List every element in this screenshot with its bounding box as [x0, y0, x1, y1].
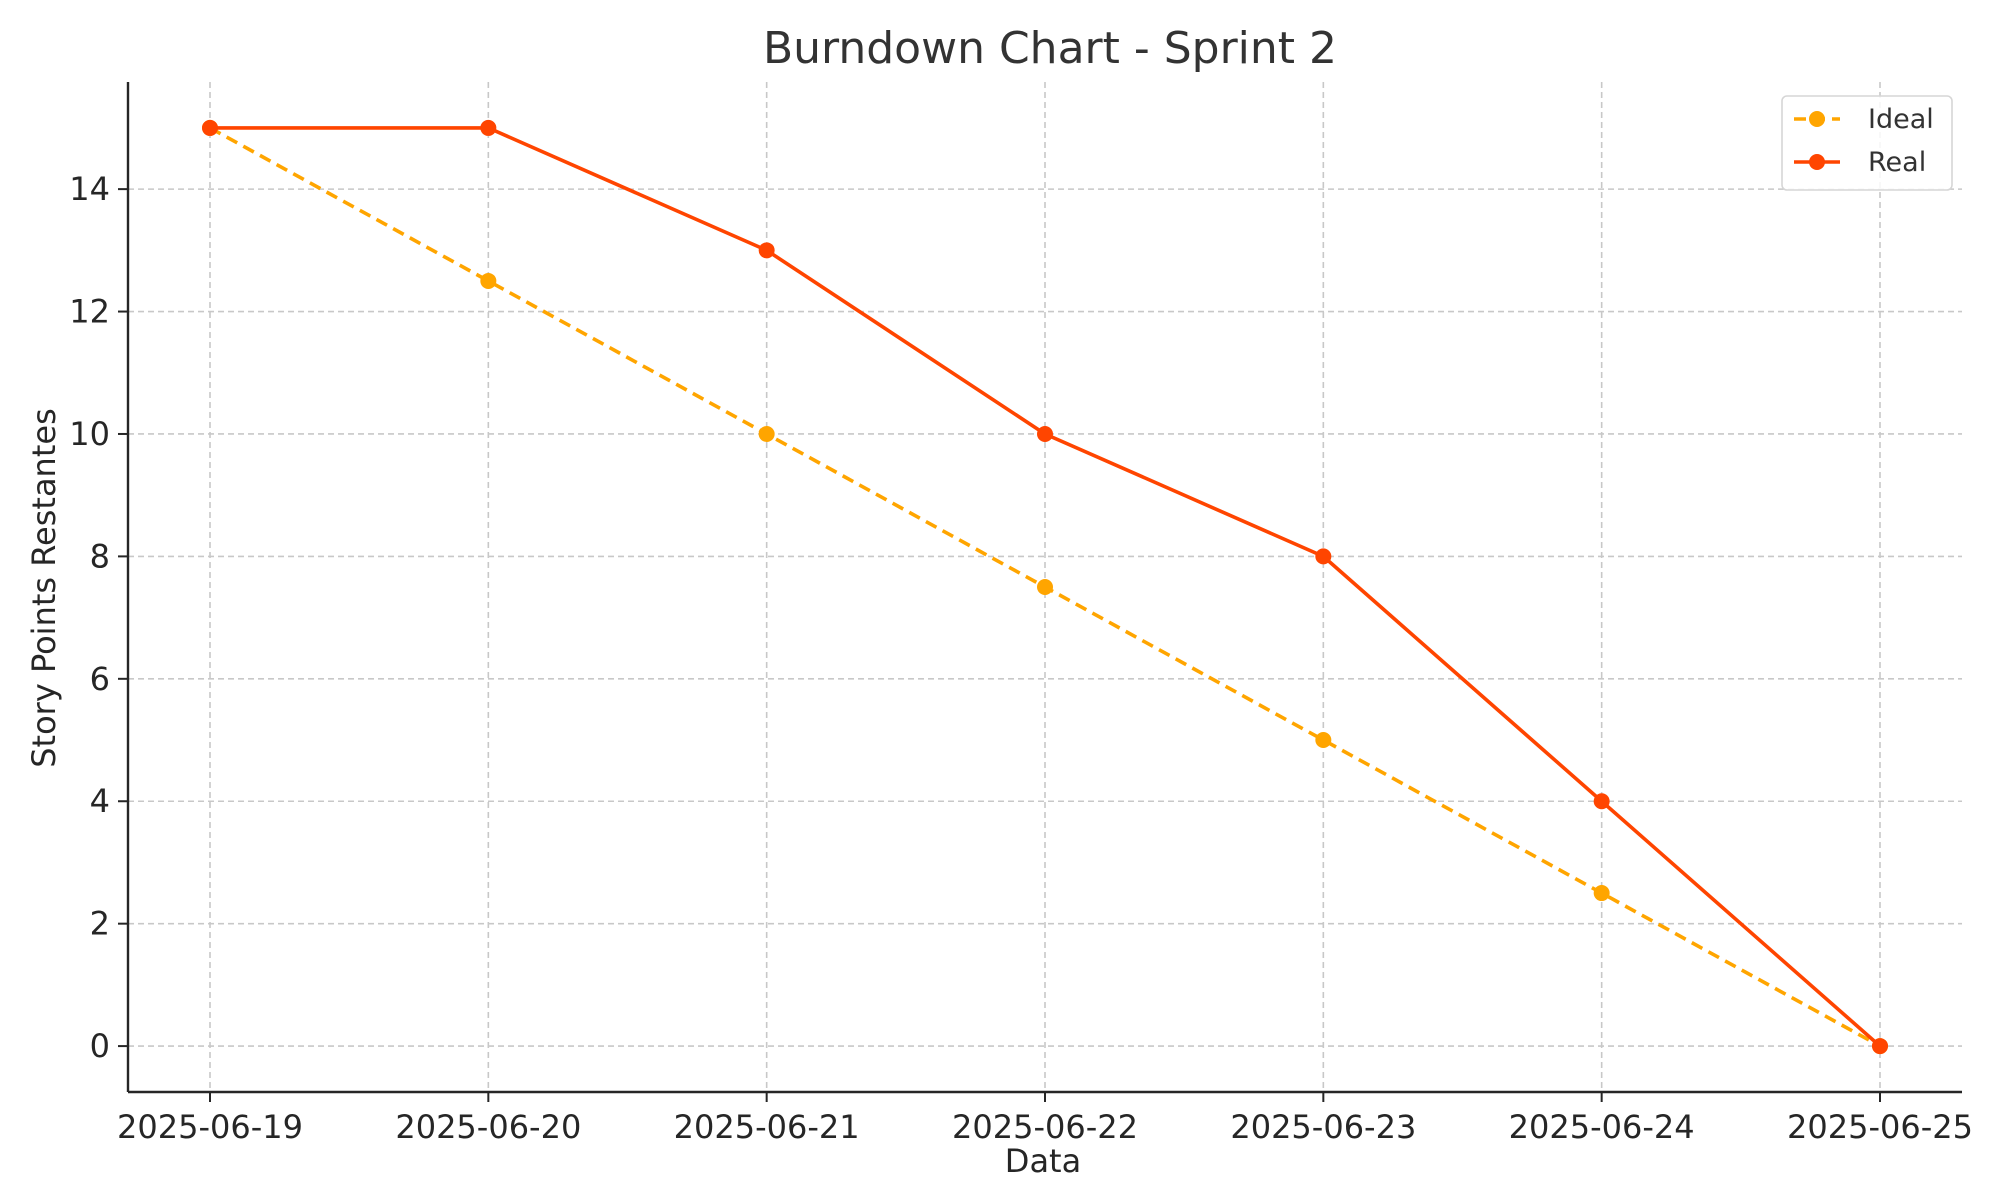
data-point-real: [1872, 1038, 1888, 1055]
x-tick-label: 2025-06-22: [952, 1108, 1138, 1146]
data-point-ideal: [1315, 732, 1332, 749]
legend: Ideal Real: [1781, 95, 1953, 191]
data-point-ideal: [1593, 885, 1610, 902]
legend-label: Ideal: [1868, 104, 1934, 135]
series-real: [202, 119, 1888, 1055]
y-tick-label: 0: [90, 1027, 110, 1065]
data-point-real: [202, 119, 218, 136]
x-axis-ticks: 2025-06-19 2025-06-20 2025-06-21 2025-06-22…: [117, 1092, 1973, 1146]
data-point-real: [1037, 425, 1053, 442]
x-tick-label: 2025-06-25: [1787, 1108, 1973, 1146]
y-tick-label: 10: [69, 415, 110, 453]
y-tick-label: 8: [90, 537, 110, 575]
data-point-real: [758, 242, 775, 259]
x-axis-title: Data: [1005, 1142, 1081, 1180]
data-point-ideal: [480, 272, 497, 289]
data-point-real: [1593, 793, 1610, 810]
y-tick-label: 12: [69, 293, 110, 331]
x-tick-label: 2025-06-19: [117, 1108, 303, 1146]
chart-title: Burndown Chart - Sprint 2: [763, 23, 1337, 74]
legend-item-ideal: Ideal: [1794, 104, 1934, 135]
legend-marker: [1809, 111, 1825, 127]
data-point-ideal: [758, 425, 775, 442]
legend-item-real: Real: [1794, 147, 1926, 178]
y-tick-label: 2: [90, 905, 110, 943]
series-layer: [202, 119, 1888, 1055]
x-tick-label: 2025-06-21: [674, 1108, 860, 1146]
y-tick-label: 4: [90, 782, 110, 820]
data-point-real: [1315, 548, 1332, 565]
legend-label: Real: [1868, 147, 1926, 178]
data-point-real: [480, 119, 497, 136]
x-tick-label: 2025-06-20: [395, 1108, 581, 1146]
data-point-ideal: [1037, 579, 1053, 595]
y-tick-label: 14: [69, 170, 110, 208]
x-tick-label: 2025-06-24: [1509, 1108, 1695, 1146]
y-axis-title: Story Points Restantes: [25, 408, 63, 768]
x-tick-label: 2025-06-23: [1230, 1108, 1416, 1146]
y-tick-label: 6: [90, 660, 110, 698]
legend-marker: [1809, 154, 1825, 170]
y-axis-ticks: 0 2 4 6 8 10 12 14: [69, 170, 128, 1065]
